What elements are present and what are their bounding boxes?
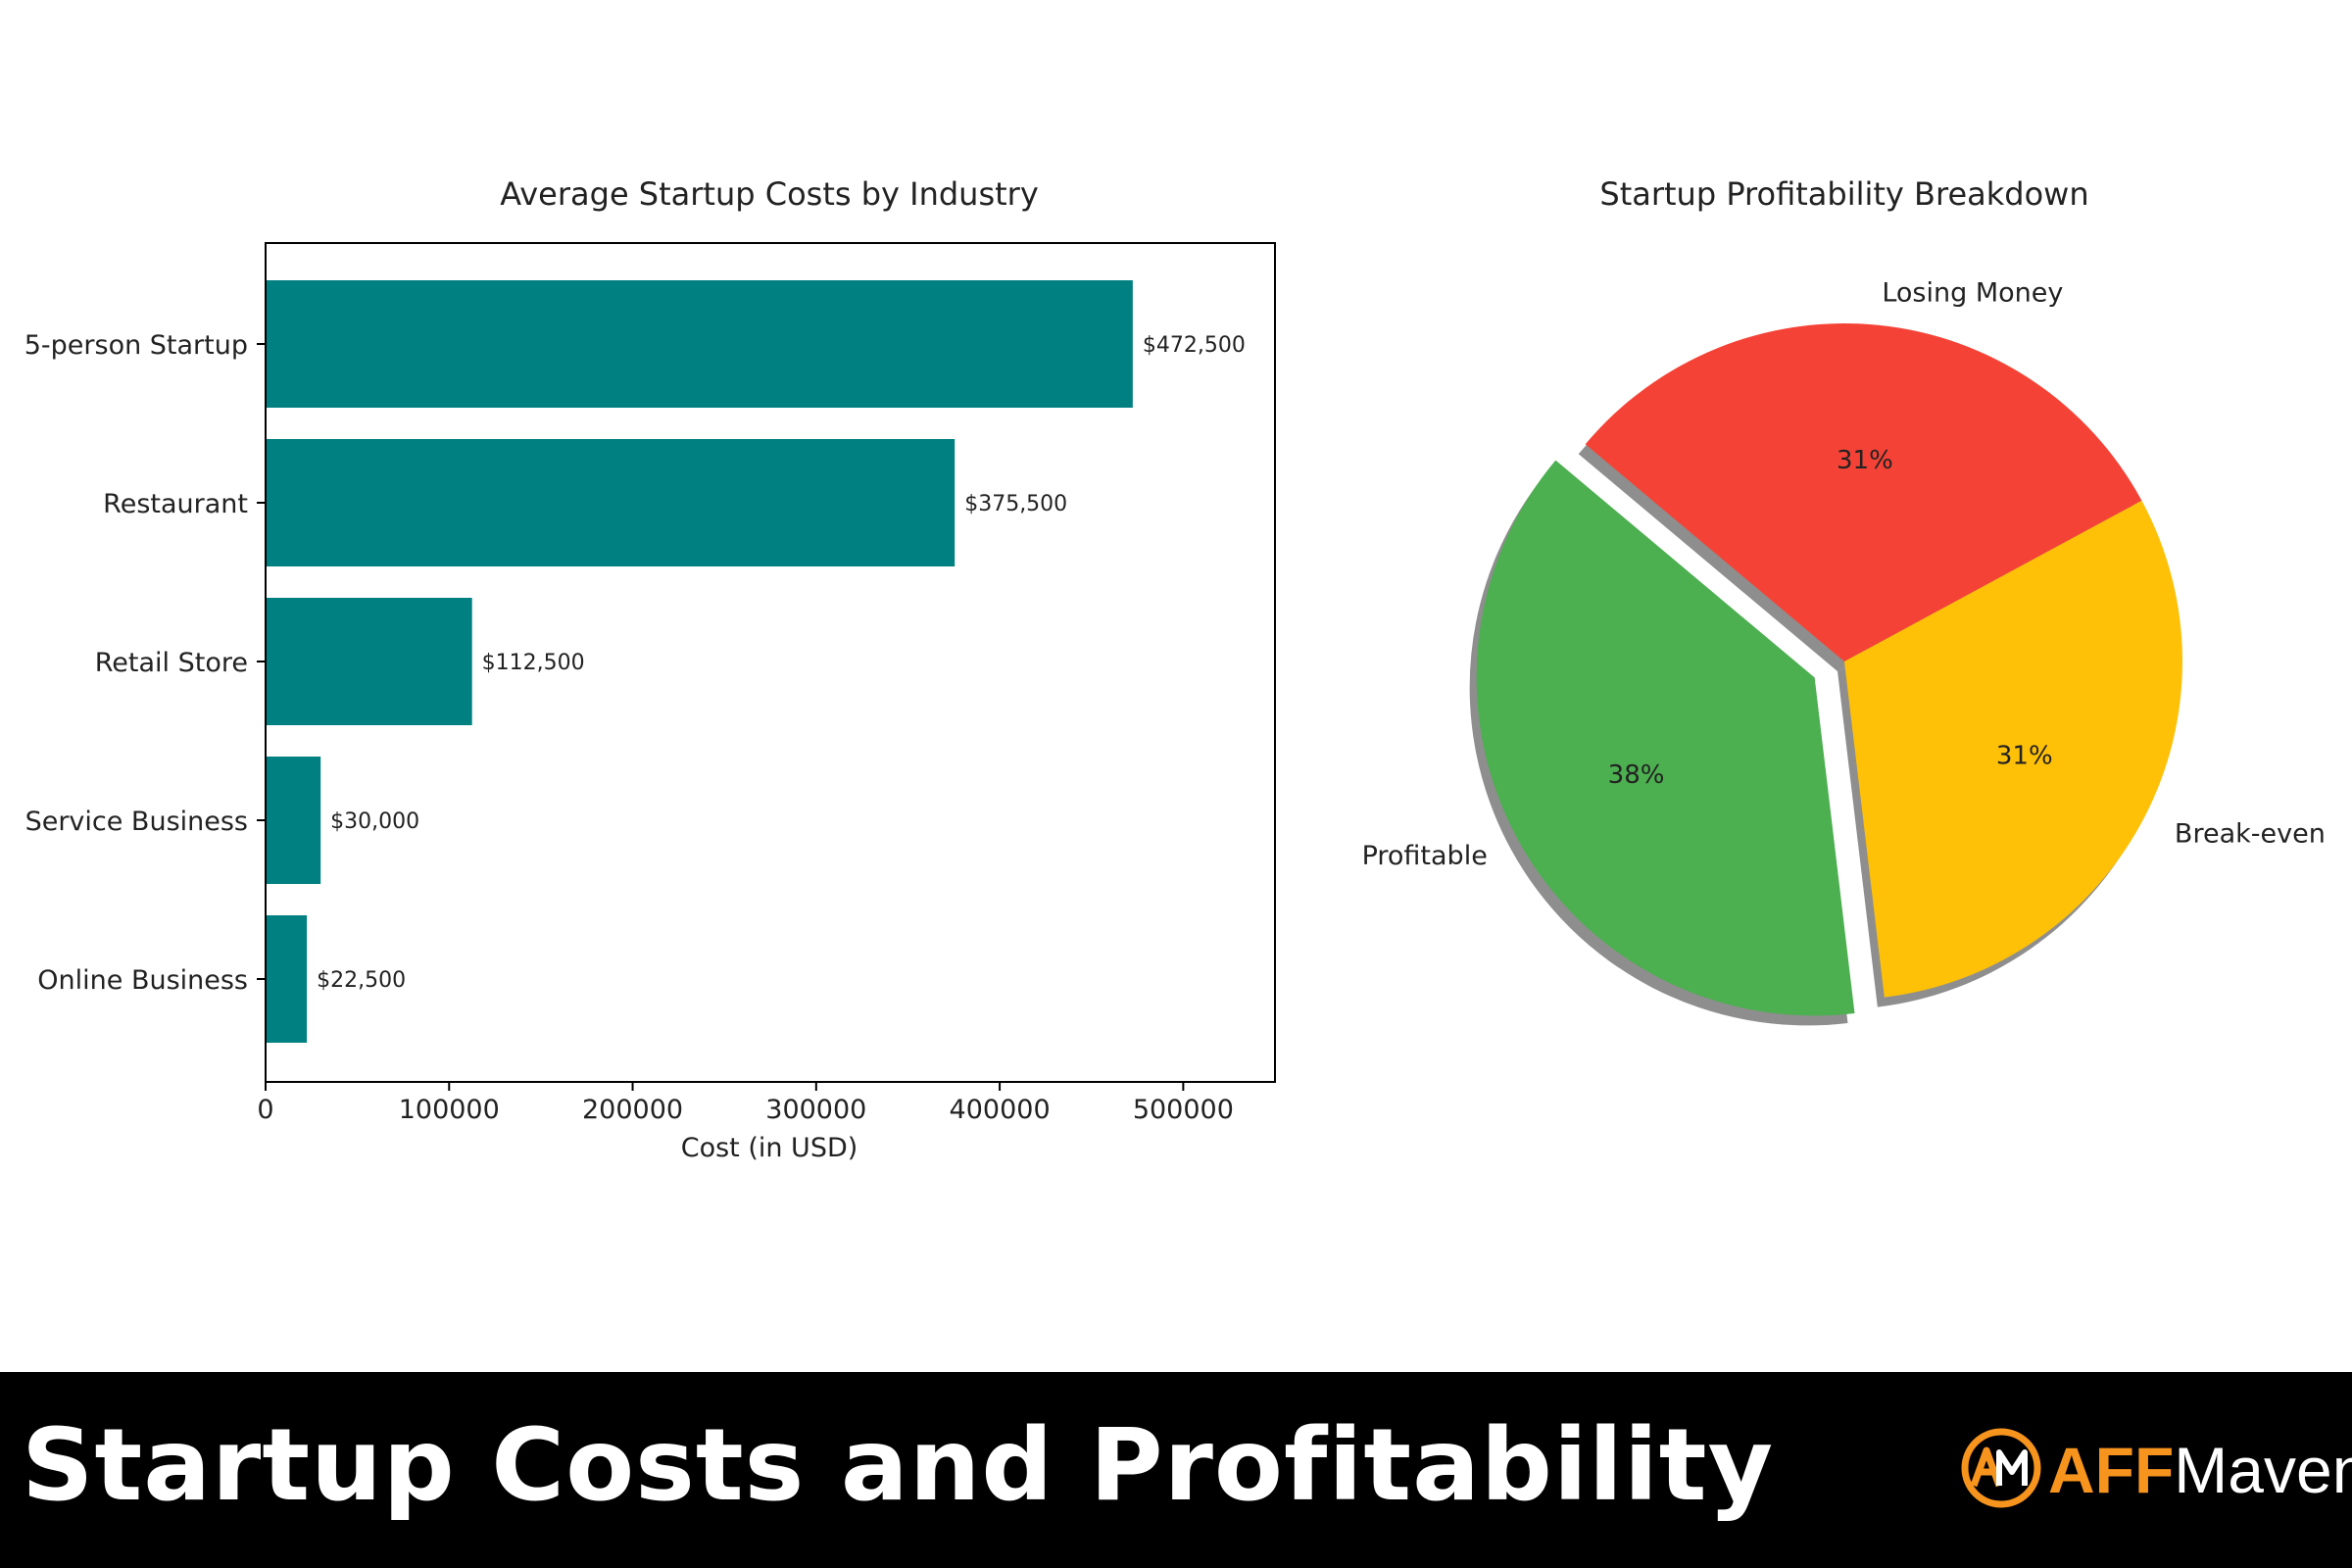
bar-chart-frame (265, 242, 1276, 1083)
x-tick-label-5: 500000 (1133, 1095, 1234, 1125)
pie-slice-1 (1844, 500, 2182, 998)
y-tick-label-2: Retail Store (95, 648, 248, 678)
pie-pct-label-1: 31% (1996, 741, 2053, 770)
pie-pct-label-2: 38% (1608, 760, 1665, 790)
x-tick-label-0: 0 (257, 1095, 273, 1125)
pie-slice-0 (1585, 323, 2142, 662)
footer-title: Startup Costs and Profitability (22, 1407, 1775, 1524)
bar-chart-title: Average Startup Costs by Industry (500, 175, 1039, 213)
bar-3 (266, 757, 321, 884)
pie-chart: 31% Losing Money 31% Break-even 38% Profitabl… (1362, 277, 2326, 1026)
y-tick-label-0: 5-person Startup (24, 330, 248, 361)
pie-category-label-2: Profitable (1362, 841, 1488, 871)
y-tick-label-3: Service Business (25, 807, 248, 837)
brand-wordmark: AFFMaven (2048, 1431, 2352, 1509)
pie-chart-title: Startup Profitability Breakdown (1599, 175, 2088, 213)
bar-value-label-3: $30,000 (330, 809, 419, 834)
bar-0 (266, 280, 1133, 408)
x-tick-label-1: 100000 (399, 1095, 500, 1125)
brand-aff-text: AFF (2048, 1434, 2175, 1506)
pie-category-label-0: Losing Money (1882, 277, 2063, 308)
bar-value-label-1: $375,500 (964, 492, 1067, 516)
pie-category-label-1: Break-even (2175, 819, 2326, 850)
x-tick-label-3: 300000 (765, 1095, 866, 1125)
brand-maven-text: Maven (2174, 1434, 2352, 1506)
pie-slice-2 (1476, 460, 1855, 1016)
charts-area: Average Startup Costs by Industry $472,5… (24, 175, 2326, 1163)
x-tick-label-4: 400000 (950, 1095, 1051, 1125)
bar-value-label-2: $112,500 (482, 651, 585, 675)
y-tick-label-4: Online Business (37, 965, 248, 996)
footer-banner: Startup Costs and Profitability AFFMaven (0, 1372, 2352, 1568)
bar-1 (266, 439, 956, 566)
bar-4 (266, 915, 308, 1043)
bar-chart: $472,500 5-person Startup $375,500 Restaura… (24, 280, 1246, 1125)
am-logo-icon (1961, 1428, 2041, 1508)
x-tick-label-2: 200000 (582, 1095, 683, 1125)
bar-value-label-0: $472,500 (1143, 333, 1246, 358)
bar-chart-x-axis-label: Cost (in USD) (681, 1133, 858, 1163)
pie-pct-label-0: 31% (1837, 446, 1893, 475)
bar-2 (266, 598, 472, 725)
bar-value-label-4: $22,500 (317, 968, 406, 993)
y-tick-label-1: Restaurant (103, 489, 248, 519)
